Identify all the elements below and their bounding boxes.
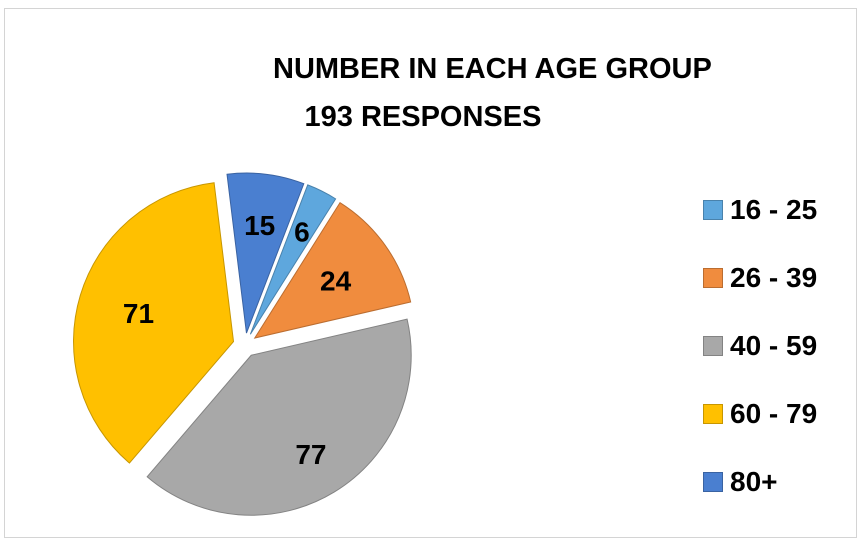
data-label-16-25: 6: [294, 216, 310, 247]
legend-swatch-60-79: [703, 404, 723, 424]
legend-item-60-79: 60 - 79: [703, 398, 817, 430]
legend-swatch-80-plus: [703, 472, 723, 492]
legend-item-26-39: 26 - 39: [703, 262, 817, 294]
data-label-26-39: 24: [320, 266, 352, 297]
legend-label-80-plus: 80+: [730, 466, 778, 498]
legend-label-16-25: 16 - 25: [730, 194, 817, 226]
legend-item-16-25: 16 - 25: [703, 194, 817, 226]
legend-label-26-39: 26 - 39: [730, 262, 817, 294]
data-label-60-79: 71: [123, 298, 154, 329]
legend-item-40-59: 40 - 59: [703, 330, 817, 362]
legend-label-40-59: 40 - 59: [730, 330, 817, 362]
data-label-80-plus: 15: [244, 210, 275, 241]
legend-swatch-16-25: [703, 200, 723, 220]
pie-slices: [74, 173, 412, 515]
legend-swatch-40-59: [703, 336, 723, 356]
legend-swatch-26-39: [703, 268, 723, 288]
legend-item-80-plus: 80+: [703, 466, 778, 498]
data-label-40-59: 77: [295, 439, 326, 470]
legend-label-60-79: 60 - 79: [730, 398, 817, 430]
